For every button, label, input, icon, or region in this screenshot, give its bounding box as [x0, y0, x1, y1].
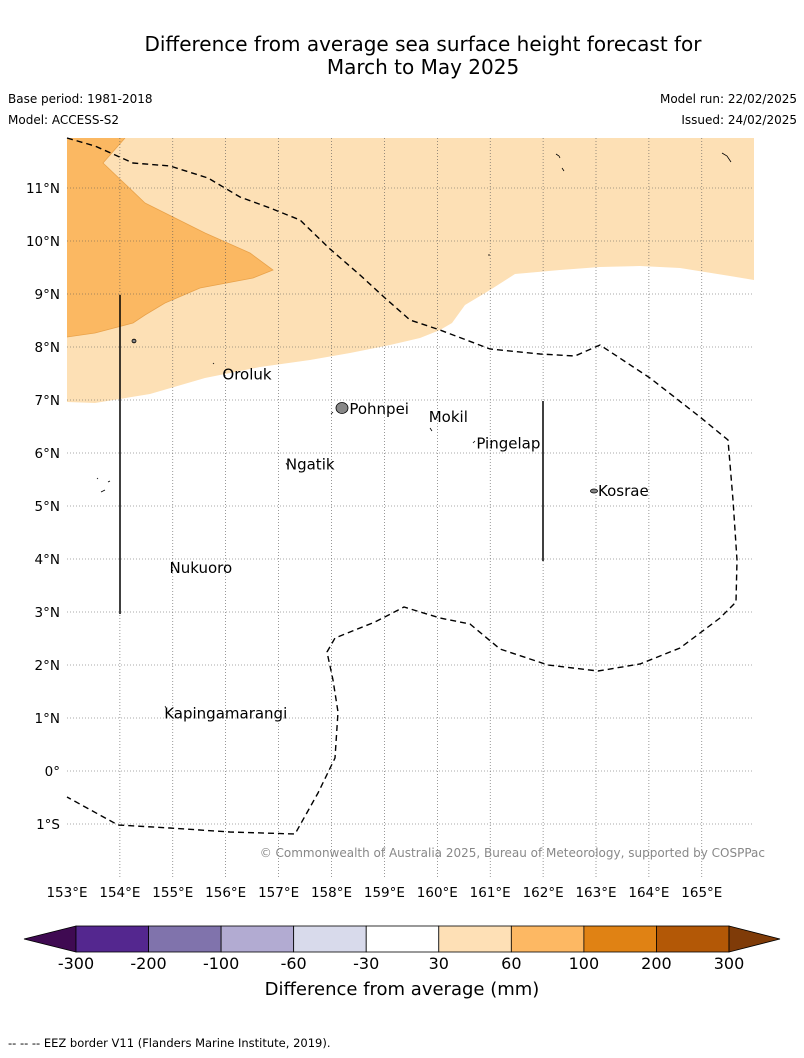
longitude-tick-label: 158°E: [311, 885, 352, 901]
longitude-tick-label: 160°E: [417, 885, 458, 901]
latitude-tick-label: 11°N: [26, 181, 60, 197]
colorbar-bin: [365, 925, 440, 953]
longitude-tick-label: 159°E: [364, 885, 405, 901]
copyright-text: © Commonwealth of Australia 2025, Bureau…: [260, 846, 765, 860]
latitude-tick-label: 10°N: [26, 234, 60, 250]
latitude-tick-label: 5°N: [35, 499, 60, 515]
colorbar-tick-label: 300: [714, 954, 745, 973]
place-label-mokil: Mokil: [429, 408, 468, 426]
colorbar-bin: [75, 925, 149, 953]
pohnpei-island: [335, 402, 349, 414]
latitude-tick-label: 9°N: [35, 287, 60, 303]
eez-border: [66, 137, 738, 835]
place-label-kosrae: Kosrae: [598, 482, 649, 500]
longitude-tick-label: 162°E: [523, 885, 564, 901]
latitude-tick-label: 7°N: [35, 393, 60, 409]
place-label-oroluk: Oroluk: [222, 366, 271, 384]
colorbar-tick-labels: -300 -200 -100 -60 -30 30 60 100 200 300: [58, 954, 744, 973]
model-text: Model: ACCESS-S2: [8, 113, 119, 127]
colorbar-bin: [583, 925, 657, 953]
latitude-axis: 11°N 10°N 9°N 8°N 7°N 6°N 5°N 4°N 3°N 2°N 1°N 0° 1°S: [26, 181, 60, 833]
colorbar-bin: [438, 925, 512, 953]
colorbar-tick-label: 60: [501, 954, 521, 973]
colorbar-bin: [656, 925, 730, 953]
longitude-tick-label: 154°E: [99, 885, 140, 901]
colorbar-bin: [148, 925, 222, 953]
anomaly-region-30-60: [67, 138, 754, 403]
eez-legend-note: -- -- -- EEZ border V11 (Flanders Marine…: [8, 1036, 330, 1050]
place-labels: Oroluk Pohnpei Mokil Pingelap Ngatik Kosrae Nu…: [164, 366, 648, 723]
issued-text: Issued: 24/02/2025: [681, 113, 797, 127]
map-title-line-2: March to May 2025: [327, 55, 519, 79]
place-label-kapingamarangi: Kapingamarangi: [164, 705, 287, 723]
latitude-tick-label: 2°N: [35, 658, 60, 674]
kosrae-island: [590, 488, 598, 494]
place-label-pingelap: Pingelap: [476, 434, 540, 452]
map-title-line-1: Difference from average sea surface heig…: [144, 32, 702, 56]
longitude-tick-label: 156°E: [205, 885, 246, 901]
colorbar-tick-label: -300: [58, 954, 94, 973]
colorbar-tick-label: -100: [203, 954, 239, 973]
colorbar-tick-label: 200: [641, 954, 672, 973]
colorbar-bin: [220, 925, 295, 953]
colorbar-tick-label: -60: [281, 954, 307, 973]
map-area: Oroluk Pohnpei Mokil Pingelap Ngatik Kosrae Nu…: [66, 137, 765, 878]
place-label-pohnpei: Pohnpei: [349, 400, 409, 418]
latitude-tick-label: 0°: [45, 764, 60, 780]
colorbar-tick-label: -30: [353, 954, 379, 973]
small-island: [131, 338, 137, 344]
latitude-tick-label: 4°N: [35, 552, 60, 568]
longitude-tick-label: 161°E: [470, 885, 511, 901]
longitude-axis: 153°E 154°E 155°E 156°E 157°E 158°E 159°E 160°E…: [46, 885, 722, 901]
atoll-marks: [96, 152, 732, 709]
colorbar-extend-high: [728, 925, 781, 953]
longitude-tick-label: 165°E: [681, 885, 722, 901]
colorbar-tick-label: -200: [130, 954, 166, 973]
model-run-text: Model run: 22/02/2025: [660, 92, 797, 106]
longitude-tick-label: 157°E: [258, 885, 299, 901]
latitude-tick-label: 1°S: [36, 817, 60, 833]
colorbar-label: Difference from average (mm): [265, 979, 540, 1000]
latitude-tick-label: 8°N: [35, 340, 60, 356]
place-label-nukuoro: Nukuoro: [170, 559, 233, 577]
latitude-tick-label: 3°N: [35, 605, 60, 621]
colorbar-tick-label: 30: [429, 954, 449, 973]
base-period-text: Base period: 1981-2018: [8, 92, 153, 106]
longitude-tick-label: 153°E: [46, 885, 87, 901]
latitude-tick-label: 6°N: [35, 446, 60, 462]
longitude-tick-label: 164°E: [628, 885, 669, 901]
latitude-tick-label: 1°N: [35, 711, 60, 727]
colorbar-bin: [293, 925, 367, 953]
colorbar-tick-label: 100: [569, 954, 600, 973]
land-features: [131, 338, 598, 494]
longitude-tick-label: 155°E: [152, 885, 193, 901]
place-label-ngatik: Ngatik: [286, 456, 335, 474]
colorbar-bin: [510, 925, 585, 953]
longitude-tick-label: 163°E: [575, 885, 616, 901]
colorbar-extend-low: [23, 925, 77, 953]
colorbar: [23, 925, 781, 953]
